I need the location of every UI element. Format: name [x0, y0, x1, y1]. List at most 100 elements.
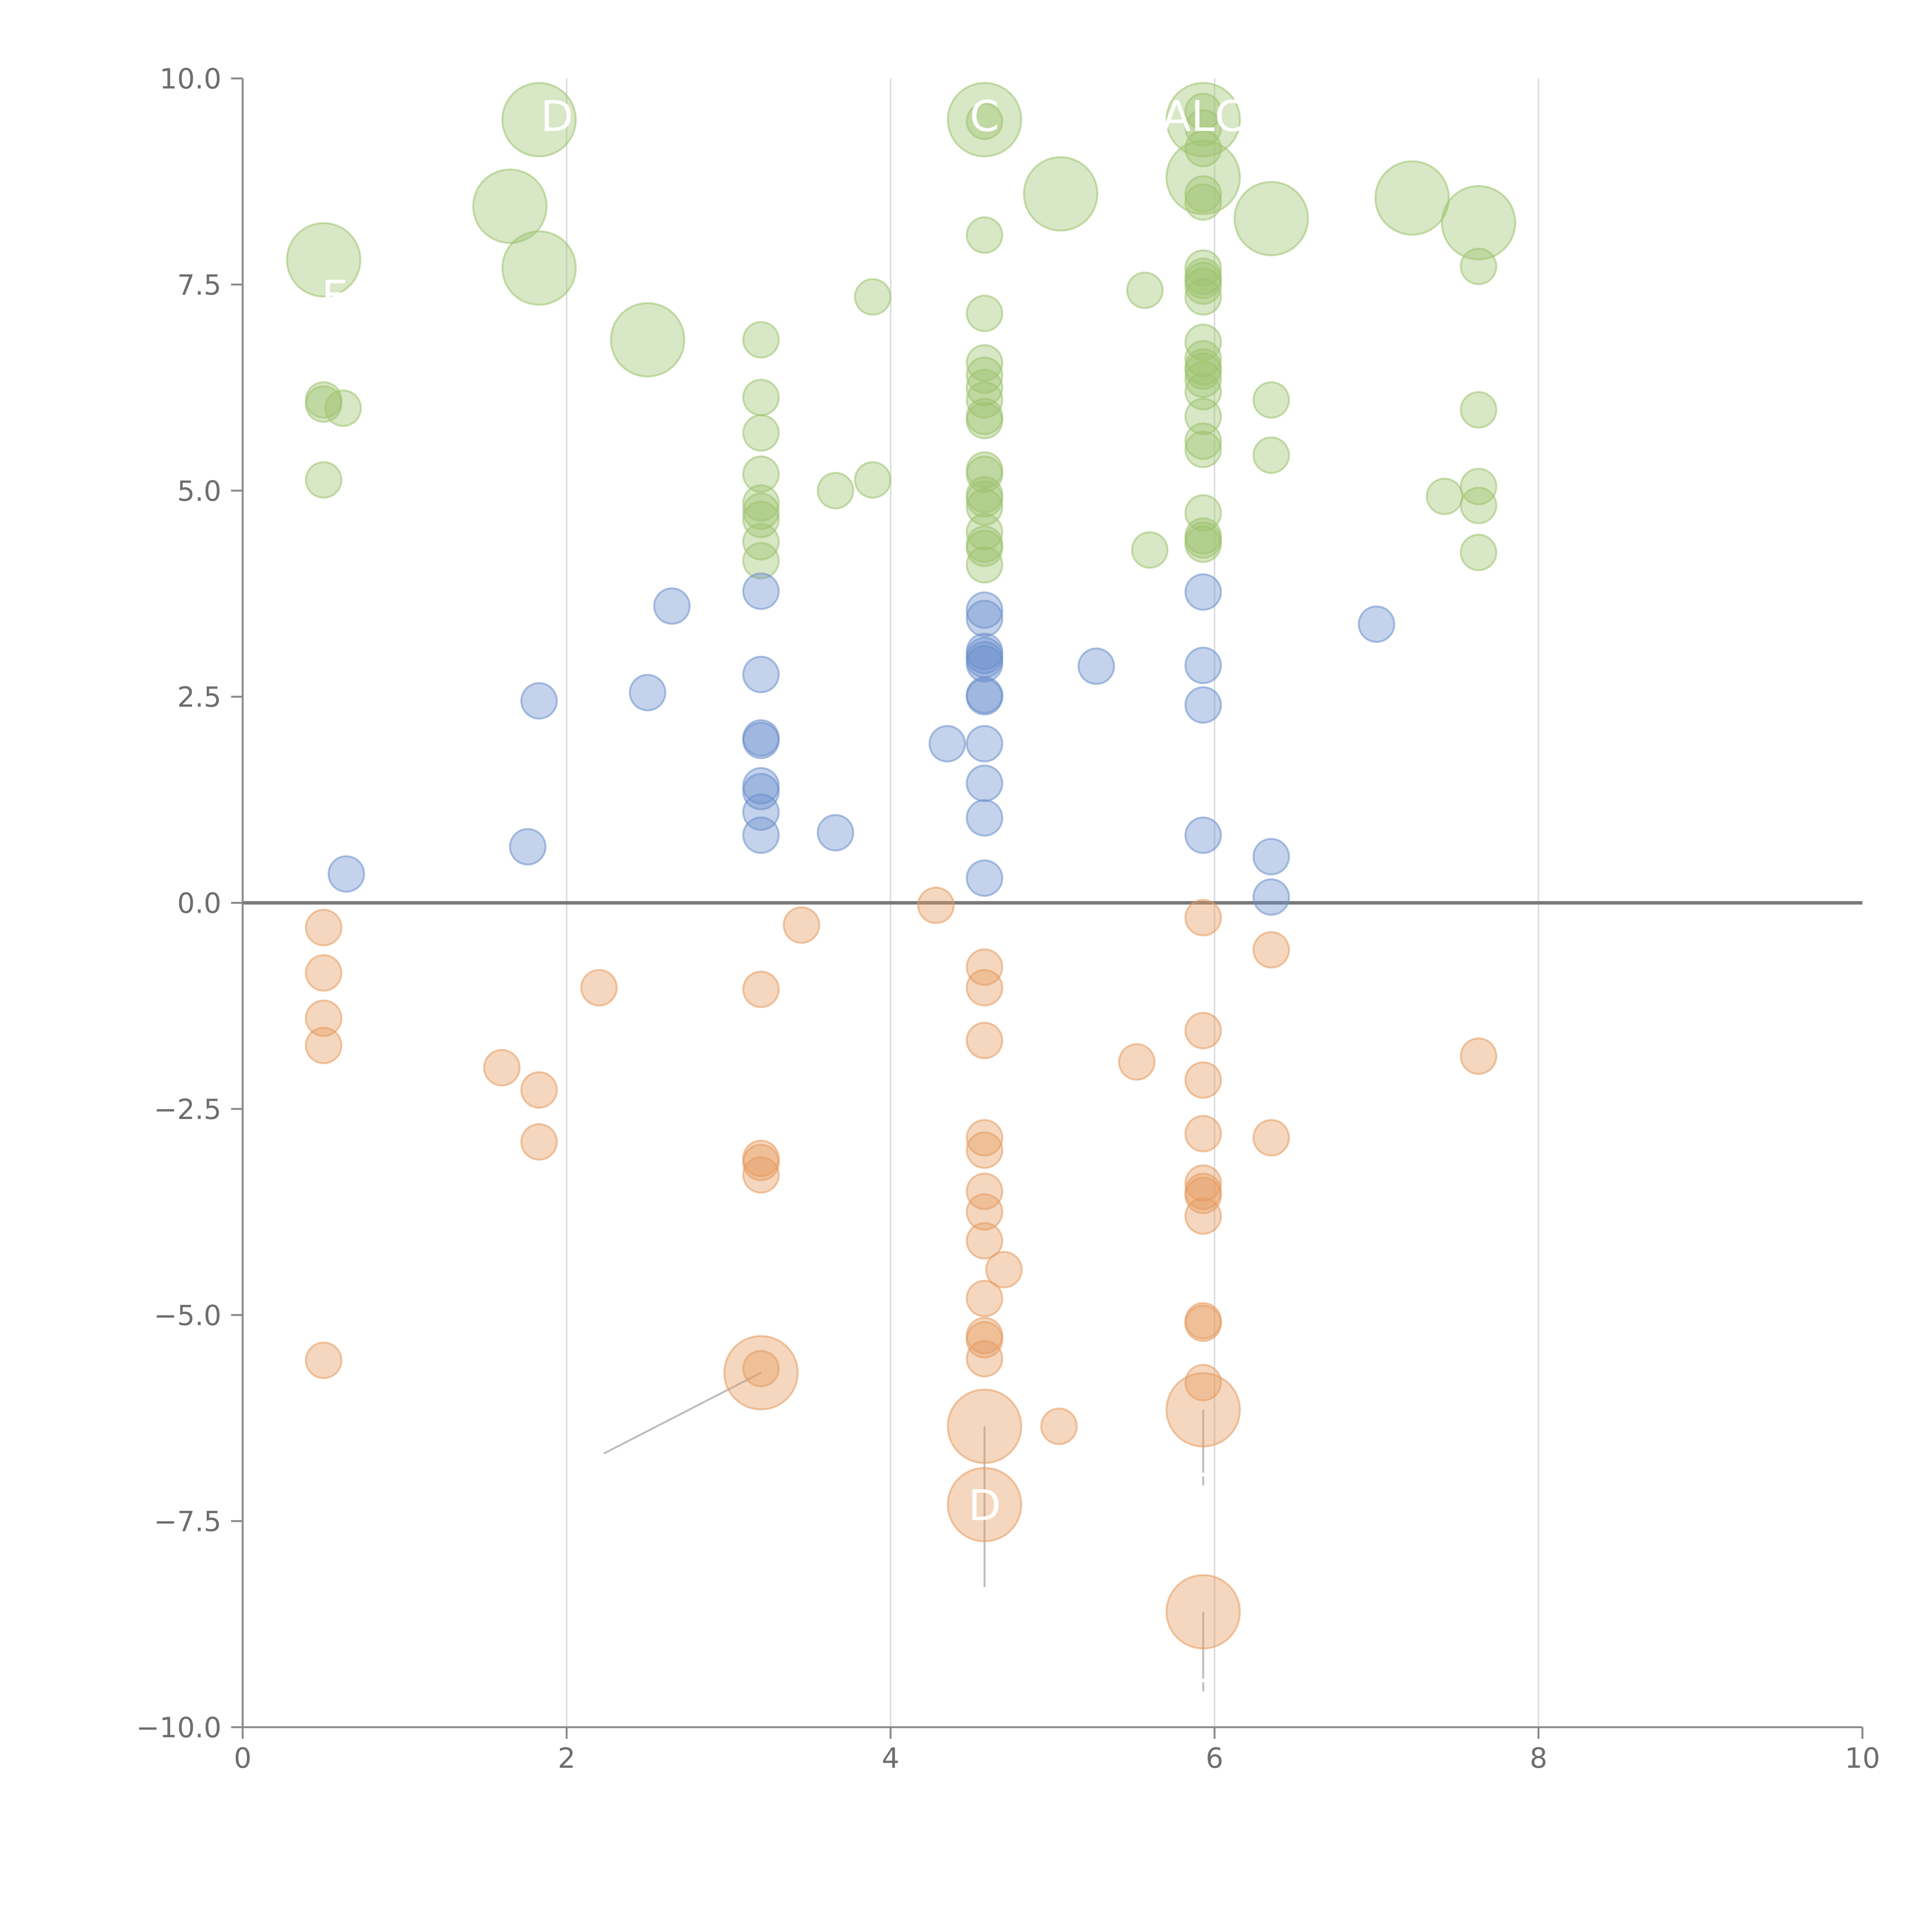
y-tick-label: 7.5 [177, 269, 221, 301]
orange-data-point [966, 1131, 1003, 1169]
green-data-point [742, 379, 780, 417]
green-data-point [1252, 436, 1290, 474]
annotation-leader-line [1202, 152, 1227, 178]
y-tick-label: 0.0 [177, 887, 221, 920]
orange-data-point [520, 1071, 558, 1109]
green-data-point [1459, 391, 1497, 429]
green-data-point [501, 230, 577, 306]
orange-data-point [305, 954, 343, 992]
annotation-label: E [1190, 1464, 1217, 1514]
y-tick-label: −7.5 [154, 1505, 221, 1538]
green-data-point [966, 529, 1003, 567]
orange-data-point [1252, 931, 1290, 969]
orange-data-point [1184, 1012, 1222, 1049]
annotation-label: E [321, 271, 349, 321]
green-data-point [1459, 247, 1497, 285]
y-tick-label: 10.0 [160, 63, 221, 95]
blue-data-point [742, 772, 780, 810]
orange-data-point [966, 1119, 1003, 1157]
orange-data-point [966, 969, 1003, 1007]
green-data-point [1184, 92, 1222, 130]
blue-data-point [509, 828, 547, 866]
orange-data-point [723, 1335, 799, 1411]
blue-data-point [742, 721, 780, 759]
green-data-point [1184, 494, 1222, 532]
orange-data-point [966, 948, 1003, 986]
green-data-point [1184, 175, 1222, 213]
annotation-leader-line [1412, 173, 1431, 199]
green-data-point [1233, 181, 1309, 257]
green-data-point [742, 523, 780, 561]
blue-data-point [742, 656, 780, 694]
green-data-point [1440, 185, 1516, 260]
green-data-point [1165, 82, 1241, 158]
blue-data-point [966, 859, 1003, 897]
annotation-leader-line [323, 259, 336, 296]
blue-data-point [929, 725, 966, 763]
x-tick-label: 0 [234, 1742, 252, 1774]
orange-data-point [1459, 1037, 1497, 1075]
orange-data-point [1184, 1177, 1222, 1214]
blue-data-point [1252, 838, 1290, 876]
annotation-leader-lines [323, 115, 1480, 1694]
orange-data-point [1184, 1304, 1222, 1342]
orange-data-point [1118, 1043, 1156, 1081]
orange-data-point [1184, 1164, 1222, 1202]
blue-data-point [966, 645, 1003, 683]
orange-data-point [1165, 1574, 1241, 1650]
green-data-point [966, 401, 1003, 439]
blue-data-point [816, 814, 854, 852]
green-data-point [286, 222, 362, 298]
blue-data-point [742, 816, 780, 854]
orange-data-point [520, 1123, 558, 1161]
x-tick-label: 2 [558, 1742, 575, 1774]
green-data-point [1131, 531, 1169, 569]
green-data-point [1184, 525, 1222, 563]
green-data-point [742, 492, 780, 530]
orange-data-point [1184, 1197, 1222, 1235]
green-data-point [947, 82, 1022, 158]
blue-data-point [1357, 605, 1395, 643]
blue-data-point [1077, 647, 1115, 685]
green-data-point [966, 381, 1003, 419]
orange-data-point [305, 999, 343, 1037]
blue-data-point [1184, 646, 1222, 684]
green-data-point [1184, 267, 1222, 305]
green-data-point [1459, 534, 1497, 571]
annotation-leader-line [1058, 194, 1061, 231]
green-data-point [966, 480, 1003, 518]
green-data-point [1184, 352, 1222, 390]
green-data-point [324, 389, 362, 427]
x-tick-label: 6 [1206, 1742, 1223, 1774]
annotation-leader-line [509, 183, 532, 207]
orange-data-point [917, 886, 955, 924]
orange-data-point [1165, 1372, 1241, 1448]
green-data-point [1374, 160, 1450, 236]
green-data-point [966, 513, 1003, 551]
annotation-labels: D C ALC E D E E [321, 92, 1244, 1720]
y-tick-label: −5.0 [154, 1299, 221, 1332]
green-data-point [472, 168, 548, 244]
blue-data-point [966, 799, 1003, 837]
orange-data-point [966, 1022, 1003, 1060]
orange-data-point [1184, 1115, 1222, 1153]
green-data-point [742, 542, 780, 580]
green-data-point [966, 369, 1003, 406]
orange-data-point [966, 1321, 1003, 1359]
blue-data-point [742, 572, 780, 610]
blue-data-point [653, 587, 691, 625]
blue-data-point [1184, 686, 1222, 724]
y-tick-label: 2.5 [177, 681, 221, 713]
orange-data-point [1252, 1119, 1290, 1157]
annotation-label: D [968, 1481, 1001, 1530]
orange-data-point [483, 1049, 521, 1087]
orange-data-point [966, 1340, 1003, 1378]
orange-data-point [305, 1342, 343, 1379]
green-data-point [305, 461, 343, 499]
green-data-point [966, 294, 1003, 332]
blue-data-point [1184, 816, 1222, 854]
green-data-point [1252, 381, 1290, 419]
green-data-point [305, 385, 343, 423]
